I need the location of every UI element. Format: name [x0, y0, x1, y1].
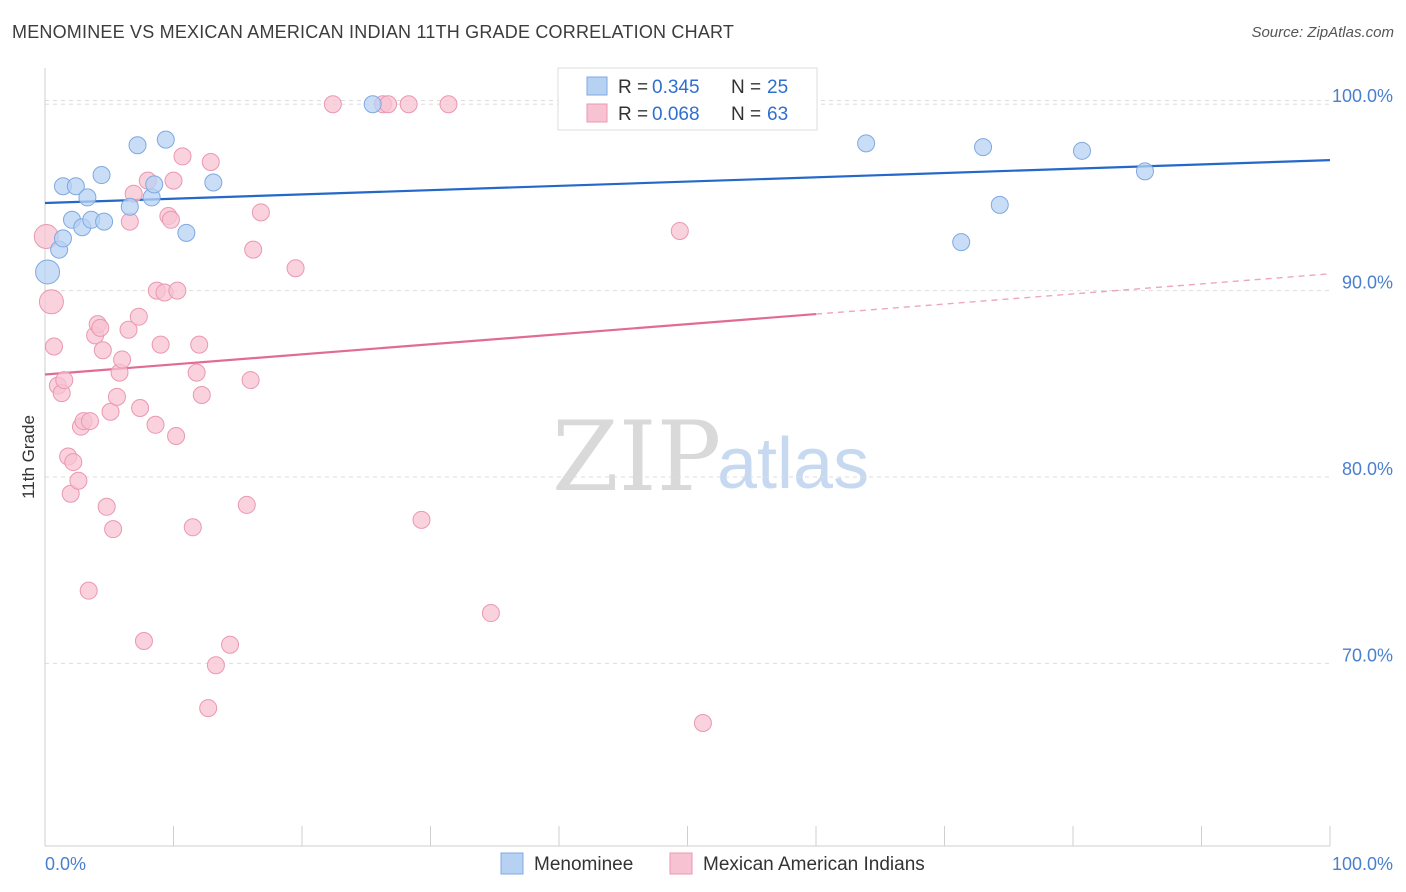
data-point-mexican-american-indians — [183, 518, 202, 537]
watermark-atlas: atlas — [717, 424, 869, 504]
data-point-menominee — [35, 259, 61, 285]
y-tick-label: 70.0% — [1342, 645, 1393, 665]
y-axis-label: 11th Grade — [19, 415, 38, 499]
data-point-mexican-american-indians — [206, 656, 225, 675]
legend-swatch-mexican-american-indians — [586, 103, 608, 123]
legend-r-value-2: 0.068 — [652, 104, 700, 125]
data-point-mexican-american-indians — [237, 495, 256, 514]
data-point-mexican-american-indians — [69, 471, 88, 490]
data-point-mexican-american-indians — [161, 210, 180, 229]
data-point-mexican-american-indians — [693, 713, 712, 732]
data-point-mexican-american-indians — [146, 415, 165, 434]
trend-line-extension-mexican-american-indians — [815, 273, 1331, 315]
data-point-menominee — [145, 175, 164, 194]
data-point-mexican-american-indians — [201, 153, 220, 172]
data-point-mexican-american-indians — [119, 320, 138, 339]
data-point-mexican-american-indians — [107, 387, 126, 406]
data-point-mexican-american-indians — [173, 147, 192, 166]
data-point-menominee — [128, 136, 147, 155]
data-point-mexican-american-indians — [481, 604, 500, 623]
data-point-mexican-american-indians — [80, 412, 99, 431]
y-tick-label: 90.0% — [1342, 273, 1393, 293]
bottom-legend: Menominee Mexican American Indians — [500, 852, 925, 875]
legend-n-label-1: N = — [731, 77, 761, 98]
data-point-mexican-american-indians — [93, 341, 112, 360]
data-point-mexican-american-indians — [164, 171, 183, 190]
legend-n-label-2: N = — [731, 104, 761, 125]
y-tick-label: 100.0% — [1332, 86, 1393, 106]
data-point-mexican-american-indians — [323, 95, 342, 114]
data-point-mexican-american-indians — [64, 453, 83, 472]
data-point-menominee — [53, 229, 72, 248]
data-point-menominee — [363, 95, 382, 114]
data-point-mexican-american-indians — [399, 95, 418, 114]
data-point-menominee — [92, 166, 111, 185]
bottom-legend-swatch-menominee — [500, 852, 524, 875]
data-point-mexican-american-indians — [131, 399, 150, 418]
legend-swatch-menominee — [586, 76, 608, 96]
legend-n-value-2: 63 — [767, 104, 788, 125]
data-point-mexican-american-indians — [55, 371, 74, 390]
data-point-menominee — [1072, 141, 1091, 160]
data-point-mexican-american-indians — [97, 497, 116, 516]
data-point-mexican-american-indians — [199, 699, 218, 718]
x-tick-label-max: 100.0% — [1332, 854, 1393, 874]
data-point-mexican-american-indians — [286, 259, 305, 278]
data-point-menominee — [1135, 162, 1154, 181]
data-point-menominee — [78, 188, 97, 207]
data-point-mexican-american-indians — [38, 289, 64, 315]
x-tick-label-min: 0.0% — [45, 854, 86, 874]
data-point-mexican-american-indians — [167, 426, 186, 445]
data-point-mexican-american-indians — [101, 402, 120, 421]
chart-title: MENOMINEE VS MEXICAN AMERICAN INDIAN 11T… — [12, 22, 735, 42]
data-point-mexican-american-indians — [44, 337, 63, 356]
trend-line-mexican-american-indians — [44, 312, 817, 376]
data-point-mexican-american-indians — [79, 581, 98, 600]
watermark-zip: ZIP — [552, 401, 721, 513]
data-point-menominee — [177, 223, 196, 242]
data-point-mexican-american-indians — [104, 520, 123, 539]
data-point-menominee — [974, 138, 993, 157]
legend-n-value-1: 25 — [767, 77, 788, 98]
y-tick-label: 80.0% — [1342, 459, 1393, 479]
data-point-mexican-american-indians — [244, 240, 263, 259]
data-point-menominee — [204, 173, 223, 192]
data-point-mexican-american-indians — [91, 318, 110, 337]
data-point-menominee — [156, 130, 175, 149]
data-point-mexican-american-indians — [134, 631, 153, 650]
trend-line-menominee — [44, 159, 1331, 205]
data-point-menominee — [66, 177, 85, 196]
data-point-menominee — [952, 233, 971, 252]
data-point-mexican-american-indians — [151, 335, 170, 354]
data-point-menominee — [120, 197, 139, 216]
data-point-menominee — [857, 134, 876, 153]
data-point-mexican-american-indians — [439, 95, 458, 114]
legend-r-label-2: R = — [618, 104, 648, 125]
data-point-menominee — [990, 195, 1009, 214]
data-point-mexican-american-indians — [192, 385, 211, 404]
legend-r-value-1: 0.345 — [652, 77, 700, 98]
data-point-mexican-american-indians — [379, 95, 398, 114]
data-point-mexican-american-indians — [168, 281, 187, 300]
bottom-legend-label-menominee: Menominee — [534, 854, 633, 875]
trend-layer — [44, 159, 1331, 376]
source-credit: Source: ZipAtlas.com — [1251, 24, 1394, 41]
points-layer — [33, 95, 1154, 732]
data-point-mexican-american-indians — [190, 335, 209, 354]
data-point-mexican-american-indians — [241, 371, 260, 390]
data-point-menominee — [95, 212, 114, 231]
legend-r-label-1: R = — [618, 77, 648, 98]
legend: R = 0.345 N = 25 R = 0.068 N = 63 — [557, 67, 818, 131]
data-point-mexican-american-indians — [129, 307, 148, 326]
data-point-mexican-american-indians — [221, 635, 240, 654]
data-point-mexican-american-indians — [187, 363, 206, 382]
bottom-legend-swatch-mexican-american-indians — [669, 852, 693, 875]
data-point-mexican-american-indians — [670, 221, 689, 240]
data-point-mexican-american-indians — [412, 510, 431, 529]
bottom-legend-label-mexican-american-indians: Mexican American Indians — [703, 854, 925, 875]
data-point-mexican-american-indians — [113, 350, 132, 369]
data-point-mexican-american-indians — [251, 203, 270, 222]
